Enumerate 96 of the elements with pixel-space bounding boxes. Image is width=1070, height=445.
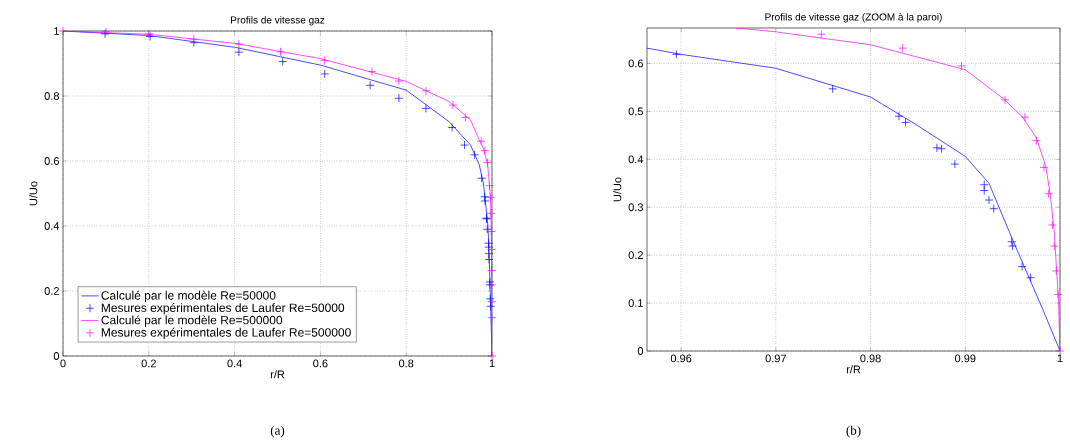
point xyxy=(898,43,908,53)
point xyxy=(1020,112,1030,122)
legend-label: Calculé par le modèle Re=50000 xyxy=(101,290,276,303)
point xyxy=(477,173,487,183)
x-tick-label: 0.97 xyxy=(765,354,786,363)
x-tick-label: 0.4 xyxy=(227,359,242,368)
legend-label: Calculé par le modèle Re=500000 xyxy=(101,315,283,327)
point xyxy=(828,84,838,94)
point xyxy=(1049,241,1059,251)
x-tick-label: 0.6 xyxy=(313,359,328,368)
y-tick-label: 0.6 xyxy=(44,157,59,165)
y-tick-label: 0.3 xyxy=(628,203,643,212)
point xyxy=(816,29,826,39)
point xyxy=(901,118,910,127)
point xyxy=(979,186,989,195)
y-tick-label: 0.4 xyxy=(628,155,644,164)
y-axis-title: U/Uo xyxy=(29,181,38,206)
point xyxy=(486,227,496,236)
point xyxy=(984,195,994,205)
y-tick-label: 0.5 xyxy=(628,107,643,116)
point xyxy=(487,266,497,275)
point xyxy=(482,224,492,234)
x-axis-title: r/R xyxy=(846,365,861,374)
x-tick-label: 1 xyxy=(489,359,495,368)
point xyxy=(394,93,404,103)
point xyxy=(1008,241,1017,251)
point xyxy=(448,100,458,110)
y-tick-label: 0.2 xyxy=(628,251,643,260)
chart-title: Profils de vitesse gaz xyxy=(231,16,325,26)
point xyxy=(485,181,494,191)
point xyxy=(476,136,486,146)
y-tick-label: 0 xyxy=(637,347,644,355)
y-tick-label: 1 xyxy=(54,27,59,35)
point xyxy=(484,249,494,258)
y-axis-title: U/Uo xyxy=(613,177,622,202)
point xyxy=(234,47,244,57)
point xyxy=(1026,273,1035,283)
y-tick-label: 0.8 xyxy=(44,92,59,100)
point xyxy=(1000,95,1010,105)
point xyxy=(470,150,479,160)
point xyxy=(421,86,431,96)
x-tick-label: 0.96 xyxy=(670,354,692,363)
point xyxy=(278,57,287,66)
point xyxy=(1031,136,1041,145)
point xyxy=(367,67,377,76)
point xyxy=(480,196,490,206)
point xyxy=(957,61,966,71)
point xyxy=(320,69,330,79)
x-tick-label: 0.99 xyxy=(955,354,976,363)
point xyxy=(486,193,495,202)
x-axis-title: r/R xyxy=(270,370,285,379)
point xyxy=(480,146,490,155)
chart-title: Profils de vitesse gaz (ZOOM à la paroi) xyxy=(765,13,942,23)
point xyxy=(365,80,375,90)
point xyxy=(487,313,497,322)
x-tick-label: 0 xyxy=(60,359,66,368)
point xyxy=(1053,290,1063,299)
point xyxy=(276,47,285,57)
point xyxy=(58,26,68,36)
point xyxy=(461,113,470,122)
point xyxy=(1048,220,1057,230)
point xyxy=(189,34,199,44)
point xyxy=(486,208,496,218)
point xyxy=(484,255,494,264)
point xyxy=(1039,163,1049,172)
x-tick-label: 0.98 xyxy=(860,354,881,363)
point xyxy=(483,158,492,167)
point xyxy=(950,159,960,169)
text: (a) xyxy=(270,425,285,438)
point xyxy=(320,56,330,65)
x-tick-label: 0.8 xyxy=(398,359,414,368)
point xyxy=(486,301,496,311)
y-tick-label: 0.1 xyxy=(628,299,643,307)
point xyxy=(421,104,431,113)
point xyxy=(447,123,457,132)
point xyxy=(234,39,244,49)
point xyxy=(932,143,942,153)
point xyxy=(672,50,681,59)
point xyxy=(937,144,946,154)
point xyxy=(1044,189,1053,199)
point xyxy=(1007,237,1017,247)
point xyxy=(1051,266,1061,276)
legend-label: Mesures expérimentales de Laufer Re=500000 xyxy=(101,327,351,340)
x-tick-label: 0.2 xyxy=(141,359,156,368)
y-tick-label: 0.6 xyxy=(628,59,643,68)
point xyxy=(989,204,999,214)
point xyxy=(394,76,404,86)
y-tick-label: 0.2 xyxy=(44,287,59,295)
point xyxy=(1017,262,1027,271)
text: (b) xyxy=(846,425,861,438)
point xyxy=(460,140,469,150)
line-series xyxy=(63,31,493,356)
y-tick-label: 0.4 xyxy=(44,222,60,230)
x-tick-label: 1 xyxy=(1057,354,1063,363)
legend-label: Mesures expérimentales de Laufer Re=50000 xyxy=(101,303,345,315)
point xyxy=(894,111,904,121)
